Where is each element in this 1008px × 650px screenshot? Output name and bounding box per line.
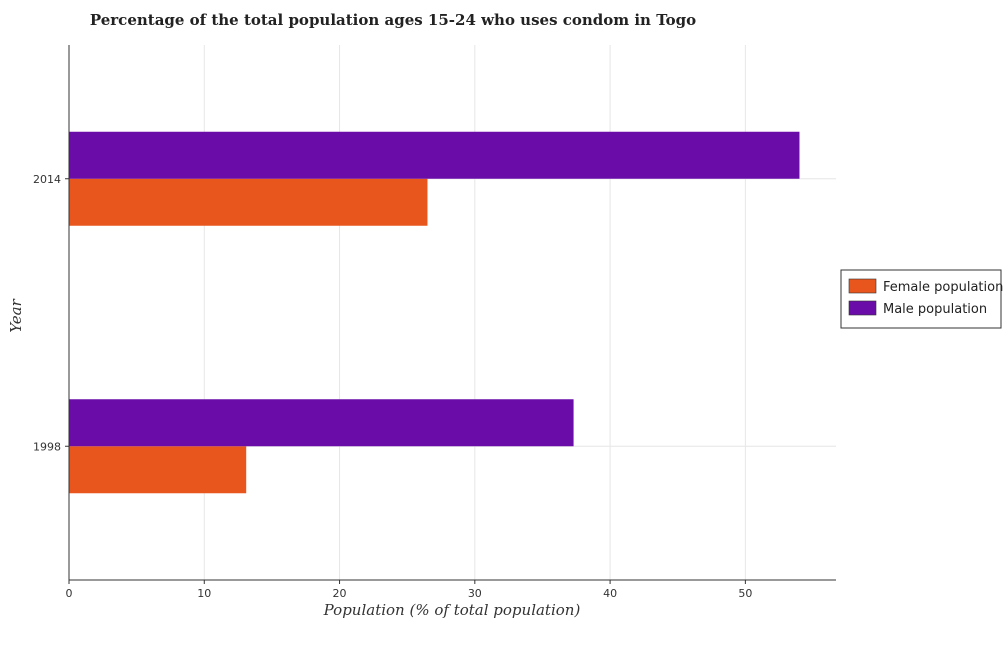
bar-male-population-2014 bbox=[69, 132, 799, 179]
legend-label: Female population bbox=[883, 280, 1003, 295]
grid bbox=[69, 45, 836, 580]
x-axis-ticks: 0 10 20 30 40 50 bbox=[66, 580, 753, 600]
legend-label: Male population bbox=[883, 302, 987, 317]
chart-title: Percentage of the total population ages … bbox=[90, 11, 696, 29]
legend-swatch bbox=[849, 279, 876, 293]
x-tick-label: 50 bbox=[738, 587, 752, 600]
legend-swatch bbox=[849, 301, 876, 315]
x-tick-label: 40 bbox=[603, 587, 617, 600]
bar-female-population-1998 bbox=[69, 446, 246, 493]
y-tick-label: 1998 bbox=[33, 440, 61, 453]
x-tick-label: 10 bbox=[197, 587, 211, 600]
y-axis-ticks: 1998 2014 bbox=[33, 173, 69, 454]
x-axis-label: Population (% of total population) bbox=[323, 601, 581, 619]
x-tick-label: 0 bbox=[66, 587, 73, 600]
bars bbox=[69, 132, 799, 494]
y-axis-label: Year bbox=[7, 298, 25, 332]
bar-male-population-1998 bbox=[69, 399, 574, 446]
bar-female-population-2014 bbox=[69, 179, 427, 226]
legend: Female population Male population bbox=[841, 270, 1003, 328]
x-tick-label: 30 bbox=[468, 587, 482, 600]
x-tick-label: 20 bbox=[333, 587, 347, 600]
y-tick-label: 2014 bbox=[33, 173, 61, 186]
